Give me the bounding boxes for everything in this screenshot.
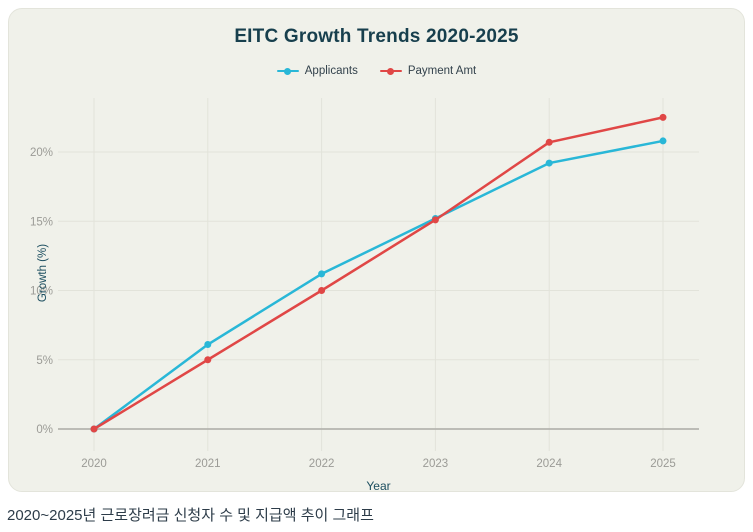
x-tick-label: 2025: [650, 458, 676, 470]
chart-caption: 2020~2025년 근로장려금 신청자 수 및 지급액 추이 그래프: [7, 507, 374, 524]
payment-amt-data-point: [545, 138, 553, 146]
legend-label-payment-amt: Payment Amt: [407, 65, 477, 77]
applicants-data-point: [204, 341, 212, 349]
payment-amt-data-point: [204, 356, 212, 364]
applicants-series-line: [92, 139, 665, 431]
payment-amt-data-point: [659, 113, 667, 121]
x-axis-title: Year: [366, 479, 391, 493]
legend-label-applicants: Applicants: [304, 65, 358, 77]
x-tick-label: 2024: [536, 458, 562, 470]
chart-title: EITC Growth Trends 2020-2025: [234, 26, 519, 47]
legend-item-applicants[interactable]: Applicants: [276, 65, 358, 77]
payment-legend-marker-icon: [379, 67, 402, 76]
applicants-data-point: [318, 270, 326, 278]
legend-item-payment-amt[interactable]: Payment Amt: [379, 65, 477, 77]
applicants-data-point: [659, 137, 667, 145]
y-axis-title: Growth (%): [37, 243, 49, 303]
x-tick-label: 2020: [81, 458, 107, 470]
payment-amt-series-line: [92, 116, 665, 431]
chart-card: EITC Growth Trends 2020-2025 Applicants …: [8, 8, 745, 493]
y-tick-label: 15%: [30, 216, 53, 228]
y-tick-label: 10%: [30, 286, 53, 298]
line-chart-plot-area: 0% 5% 10% 15% 20% 2020 2021 2022 2023 2024 2025: [30, 98, 699, 470]
x-tick-label: 2023: [423, 458, 449, 470]
payment-amt-data-point: [318, 287, 326, 294]
y-tick-label: 0%: [36, 424, 53, 436]
applicants-legend-marker-icon: [276, 67, 299, 76]
x-tick-label: 2021: [195, 458, 221, 470]
y-tick-label: 5%: [36, 355, 53, 367]
payment-amt-data-point: [90, 425, 98, 433]
x-tick-label: 2022: [309, 458, 335, 470]
legend: Applicants Payment Amt: [9, 65, 744, 77]
applicants-data-point: [545, 159, 553, 167]
y-tick-label: 20%: [30, 147, 53, 159]
payment-amt-data-point: [431, 216, 439, 224]
